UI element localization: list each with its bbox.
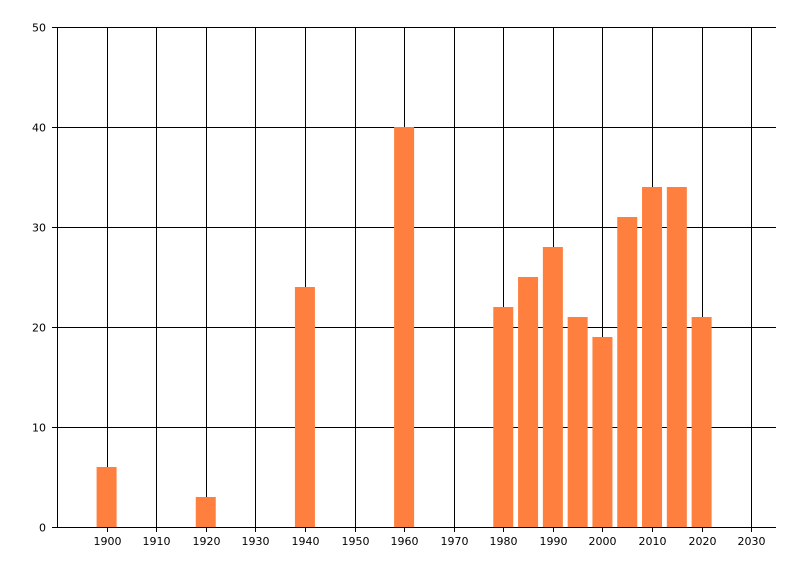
bar-1985 xyxy=(518,277,539,527)
bar-1990 xyxy=(542,247,563,527)
x-tick-label: 1930 xyxy=(242,535,270,548)
x-tick-label: 2000 xyxy=(589,535,617,548)
x-tick-label: 2030 xyxy=(738,535,766,548)
x-tick-label: 1980 xyxy=(490,535,518,548)
x-tick-label: 1900 xyxy=(94,535,122,548)
y-tick-label: 0 xyxy=(39,522,46,535)
x-tick-label: 1950 xyxy=(342,535,370,548)
bar-2015 xyxy=(666,187,687,527)
x-tick-label: 1970 xyxy=(441,535,469,548)
bar-1995 xyxy=(567,317,588,527)
bar-2010 xyxy=(642,187,663,527)
x-tick-label: 1960 xyxy=(391,535,419,548)
bar-1920 xyxy=(195,497,216,527)
x-tick-label: 1910 xyxy=(143,535,171,548)
y-tick-label: 40 xyxy=(32,122,46,135)
y-tick-label: 50 xyxy=(32,22,46,35)
bar-1980 xyxy=(493,307,514,527)
bars xyxy=(96,127,712,527)
bar-2005 xyxy=(617,217,638,527)
bar-1960 xyxy=(394,127,415,527)
bar-1900 xyxy=(96,467,117,527)
bar-2000 xyxy=(592,337,613,527)
bar-2020 xyxy=(691,317,712,527)
x-tick-label: 1990 xyxy=(540,535,568,548)
x-tick-label: 1920 xyxy=(193,535,221,548)
x-tick-label: 2020 xyxy=(689,535,717,548)
axes xyxy=(52,27,776,528)
bar-1940 xyxy=(294,287,315,527)
y-tick-label: 30 xyxy=(32,222,46,235)
x-tick-label: 1940 xyxy=(292,535,320,548)
x-tick-label: 2010 xyxy=(639,535,667,548)
y-tick-label: 20 xyxy=(32,322,46,335)
y-tick-label: 10 xyxy=(32,422,46,435)
